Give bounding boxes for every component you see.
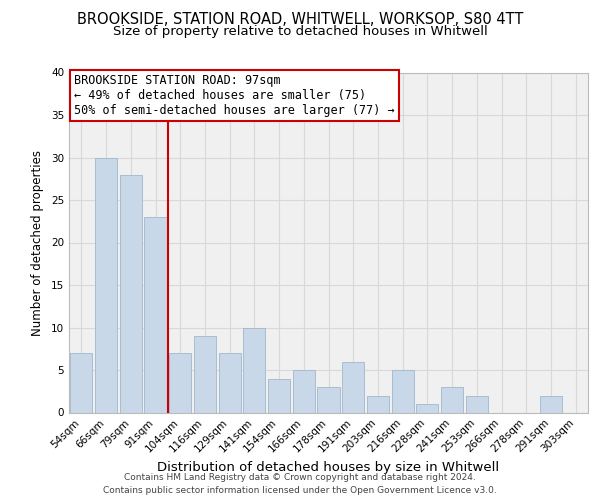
Bar	[243, 328, 265, 412]
Text: BROOKSIDE STATION ROAD: 97sqm
← 49% of detached houses are smaller (75)
50% of s: BROOKSIDE STATION ROAD: 97sqm ← 49% of d…	[74, 74, 395, 117]
Bar	[367, 396, 389, 412]
Bar	[70, 353, 92, 412]
Bar	[218, 353, 241, 412]
Bar	[169, 353, 191, 412]
Bar	[268, 378, 290, 412]
Bar	[317, 387, 340, 412]
Y-axis label: Number of detached properties: Number of detached properties	[31, 150, 44, 336]
Bar	[441, 387, 463, 412]
Text: Size of property relative to detached houses in Whitwell: Size of property relative to detached ho…	[113, 25, 487, 38]
Bar	[342, 362, 364, 412]
X-axis label: Distribution of detached houses by size in Whitwell: Distribution of detached houses by size …	[157, 461, 500, 474]
Bar	[95, 158, 117, 412]
Bar	[416, 404, 439, 412]
Bar	[194, 336, 216, 412]
Text: Contains HM Land Registry data © Crown copyright and database right 2024.
Contai: Contains HM Land Registry data © Crown c…	[103, 474, 497, 495]
Bar	[392, 370, 414, 412]
Text: BROOKSIDE, STATION ROAD, WHITWELL, WORKSOP, S80 4TT: BROOKSIDE, STATION ROAD, WHITWELL, WORKS…	[77, 12, 523, 28]
Bar	[145, 217, 167, 412]
Bar	[466, 396, 488, 412]
Bar	[119, 174, 142, 412]
Bar	[293, 370, 315, 412]
Bar	[540, 396, 562, 412]
